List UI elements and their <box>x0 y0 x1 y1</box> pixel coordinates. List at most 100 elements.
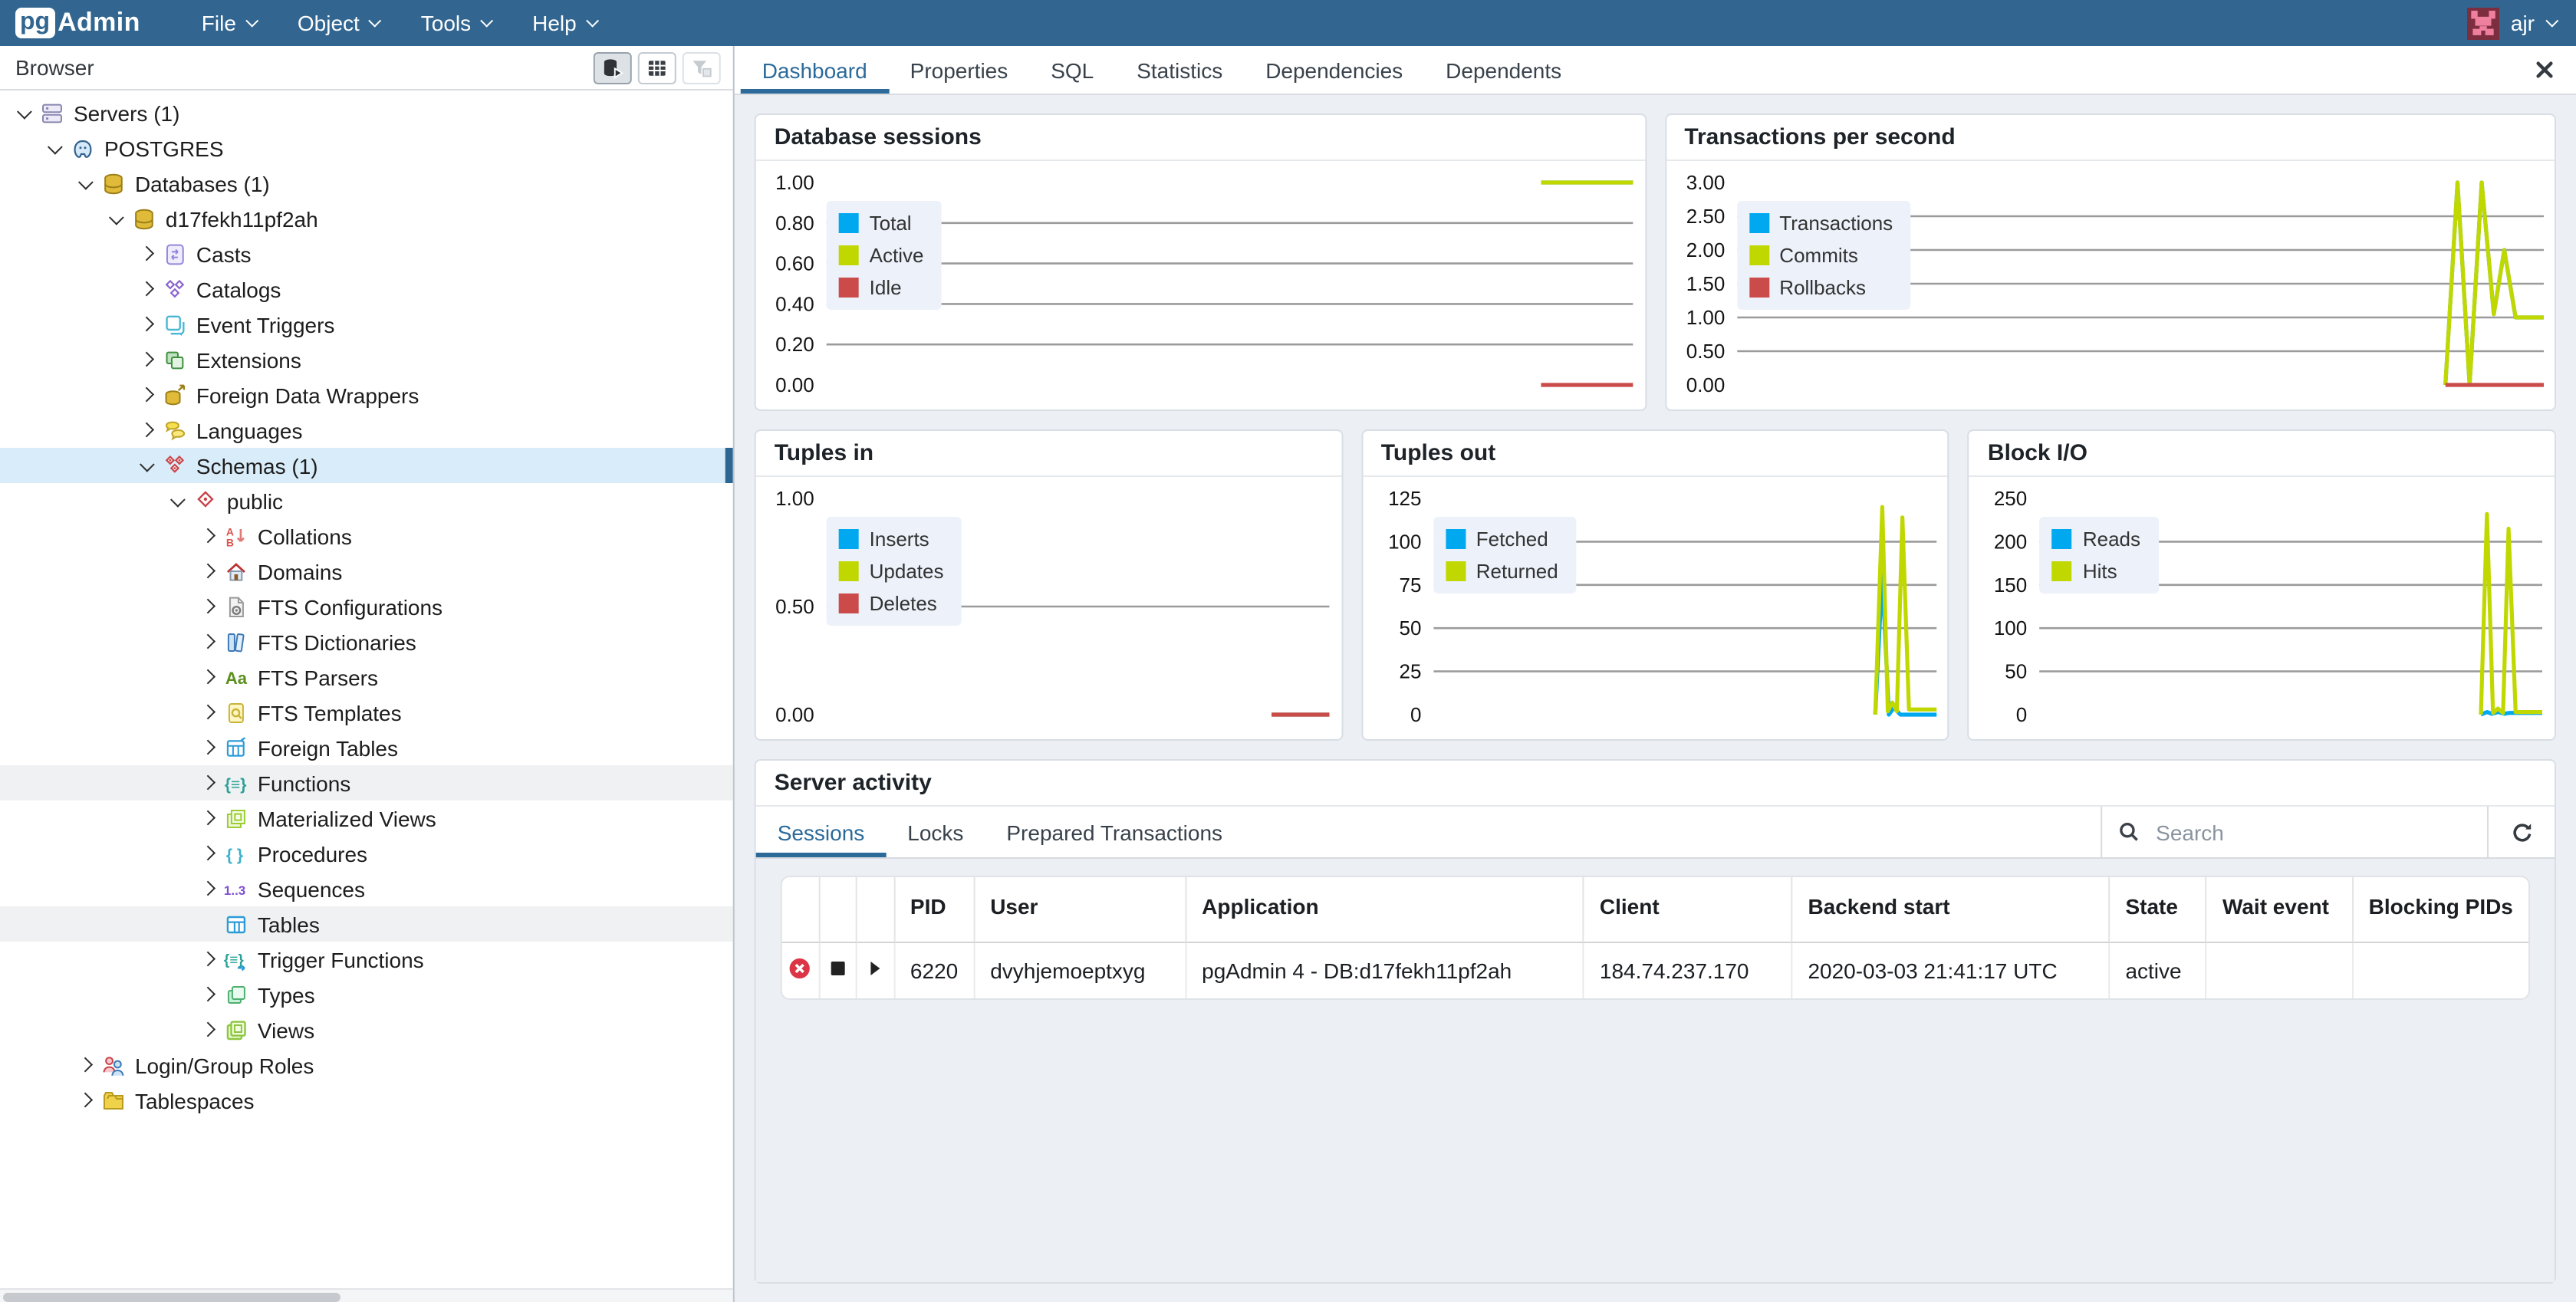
cell-wait-event <box>2207 943 2354 998</box>
chevron-right-icon[interactable] <box>201 847 215 860</box>
chevron-down-icon[interactable] <box>48 140 62 153</box>
tree-item-functions[interactable]: {≡}Functions <box>0 765 733 801</box>
tree-item-postgres[interactable]: POSTGRES <box>0 130 733 166</box>
chevron-down-icon[interactable] <box>79 175 93 189</box>
chart-transactions-per-second: 3.002.502.001.501.000.500.00Transactions… <box>1666 161 2555 409</box>
close-panel-button[interactable] <box>2513 46 2576 94</box>
chevron-right-icon[interactable] <box>201 882 215 896</box>
tree-item-catalogs[interactable]: Catalogs <box>0 271 733 307</box>
browser-panel-title: Browser <box>15 55 94 80</box>
sidebar-horizontal-scrollbar[interactable] <box>0 1288 733 1302</box>
svg-text:0.20: 0.20 <box>775 333 814 356</box>
tree-item-foreign-data-wrappers[interactable]: Foreign Data Wrappers <box>0 377 733 413</box>
toggle-grid-button[interactable] <box>638 51 676 84</box>
tree-item-login-group-roles[interactable]: Login/Group Roles <box>0 1047 733 1083</box>
tree-item-types[interactable]: Types <box>0 977 733 1012</box>
expander <box>135 320 158 330</box>
tab-properties[interactable]: Properties <box>889 46 1030 94</box>
menu-tools[interactable]: Tools <box>400 0 511 46</box>
tab-sql[interactable]: SQL <box>1029 46 1115 94</box>
menu-file[interactable]: File <box>180 0 276 46</box>
chevron-right-icon[interactable] <box>140 282 153 296</box>
activity-tab-locks[interactable]: Locks <box>886 807 985 857</box>
tree-item-fts-configurations[interactable]: FTS Configurations <box>0 589 733 624</box>
chevron-right-icon[interactable] <box>140 423 153 437</box>
tree-item-d17fekh11pf2ah[interactable]: d17fekh11pf2ah <box>0 201 733 236</box>
tree-item-languages[interactable]: Languages <box>0 413 733 448</box>
expander <box>196 778 219 788</box>
tree-item-event-triggers[interactable]: Event Triggers <box>0 307 733 342</box>
chevron-right-icon[interactable] <box>140 388 153 402</box>
chevron-right-icon[interactable] <box>201 1023 215 1037</box>
tree-item-tablespaces[interactable]: Tablespaces <box>0 1083 733 1118</box>
chevron-right-icon[interactable] <box>201 952 215 966</box>
chevron-down-icon[interactable] <box>110 210 123 224</box>
chevron-right-icon[interactable] <box>201 635 215 649</box>
tree-item-foreign-tables[interactable]: Foreign Tables <box>0 730 733 765</box>
tree-item-materialized-views[interactable]: Materialized Views <box>0 801 733 836</box>
chevron-down-icon[interactable] <box>18 104 31 118</box>
tree-item-fts-templates[interactable]: FTS Templates <box>0 695 733 730</box>
cast-icon <box>163 242 189 266</box>
chevron-right-icon[interactable] <box>140 317 153 331</box>
terminate-session-button[interactable] <box>788 957 811 980</box>
terminate-icon <box>788 957 811 980</box>
tree-item-trigger-functions[interactable]: {≡}Trigger Functions <box>0 942 733 977</box>
tree-item-casts[interactable]: Casts <box>0 236 733 271</box>
chevron-right-icon[interactable] <box>201 564 215 578</box>
chevron-right-icon[interactable] <box>201 988 215 1001</box>
chevron-right-icon[interactable] <box>201 600 215 613</box>
activity-tab-prepared-transactions[interactable]: Prepared Transactions <box>985 807 1244 857</box>
tree-item-procedures[interactable]: { }Procedures <box>0 836 733 871</box>
legend-label: Idle <box>870 276 902 299</box>
tree-item-databases-1[interactable]: Databases (1) <box>0 166 733 201</box>
tree-item-extensions[interactable]: Extensions <box>0 342 733 377</box>
chevron-down-icon[interactable] <box>140 457 154 471</box>
schema-icon <box>193 488 219 513</box>
tree-item-fts-parsers[interactable]: AaFTS Parsers <box>0 659 733 695</box>
chevron-right-icon[interactable] <box>201 705 215 719</box>
chevron-right-icon[interactable] <box>140 353 153 367</box>
chevron-right-icon[interactable] <box>201 670 215 684</box>
chevron-down-icon[interactable] <box>171 492 185 506</box>
tree-item-label: Casts <box>196 242 252 266</box>
chevron-right-icon[interactable] <box>201 776 215 790</box>
filter-button[interactable] <box>683 51 721 84</box>
user-menu[interactable]: ajr <box>2468 7 2555 39</box>
search-input[interactable] <box>2153 818 2472 846</box>
cancel-query-button[interactable] <box>826 957 849 980</box>
tree-item-public[interactable]: public <box>0 483 733 518</box>
chevron-right-icon[interactable] <box>201 811 215 825</box>
tree-item-fts-dictionaries[interactable]: FTS Dictionaries <box>0 624 733 659</box>
tree-item-collations[interactable]: ABCollations <box>0 518 733 554</box>
toggle-sql-editor-button[interactable] <box>594 51 632 84</box>
tab-dependencies[interactable]: Dependencies <box>1244 46 1424 94</box>
expander <box>196 1025 219 1035</box>
pgadmin-logo[interactable]: pg Admin <box>15 8 140 38</box>
tree-item-sequences[interactable]: 1..3Sequences <box>0 871 733 906</box>
tree-item-servers-1[interactable]: Servers (1) <box>0 95 733 130</box>
tree-item-schemas-1[interactable]: Schemas (1) <box>0 448 733 483</box>
tab-statistics[interactable]: Statistics <box>1115 46 1244 94</box>
chevron-right-icon[interactable] <box>201 741 215 755</box>
refresh-button[interactable] <box>2487 807 2555 857</box>
tab-dependents[interactable]: Dependents <box>1424 46 1583 94</box>
scrollbar-handle[interactable] <box>3 1292 341 1301</box>
chevron-right-icon[interactable] <box>201 529 215 543</box>
menu-help[interactable]: Help <box>511 0 617 46</box>
tree-item-views[interactable]: Views <box>0 1012 733 1047</box>
activity-tab-sessions[interactable]: Sessions <box>756 807 887 857</box>
chevron-right-icon[interactable] <box>78 1058 92 1072</box>
legend-entry: Idle <box>839 276 924 299</box>
chevron-right-icon[interactable] <box>140 247 153 261</box>
expand-row-button[interactable] <box>864 957 887 980</box>
svg-text:Aa: Aa <box>225 668 248 687</box>
table-row[interactable]: 6220dvyhjemoeptxygpgAdmin 4 - DB:d17fekh… <box>782 943 2528 998</box>
tree-item-domains[interactable]: Domains <box>0 554 733 589</box>
menu-object[interactable]: Object <box>276 0 400 46</box>
tree-item-tables[interactable]: Tables <box>0 906 733 942</box>
chevron-right-icon[interactable] <box>78 1093 92 1107</box>
browser-panel-header: Browser <box>0 46 733 90</box>
tab-dashboard[interactable]: Dashboard <box>741 46 889 94</box>
svg-text:0.40: 0.40 <box>775 292 814 315</box>
